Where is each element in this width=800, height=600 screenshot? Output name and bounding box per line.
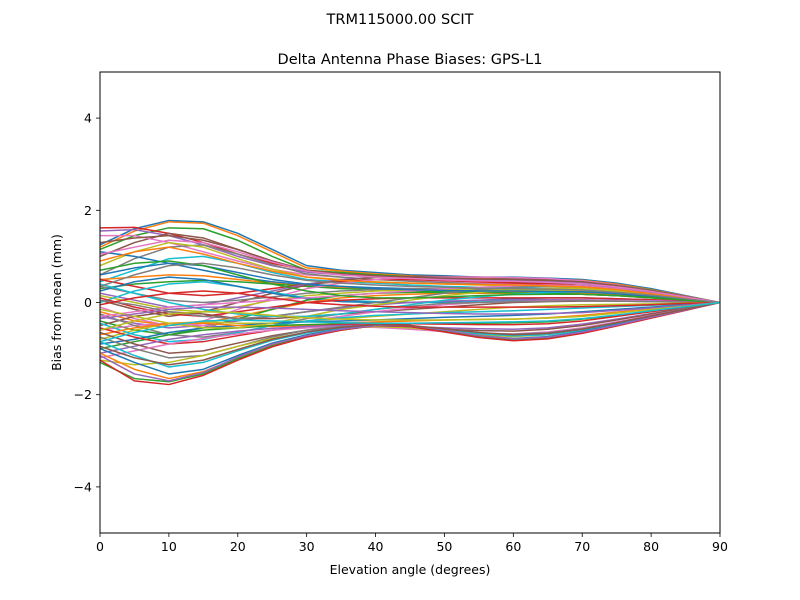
x-tick-label: 0 xyxy=(96,539,104,554)
series-line-52 xyxy=(100,246,720,304)
series-line-28 xyxy=(100,299,720,338)
x-axis: 0 10 20 30 40 50 60 70 80 90 xyxy=(96,533,728,554)
series-line-1 xyxy=(100,219,720,304)
series-line-30 xyxy=(100,301,720,343)
series-line-53 xyxy=(100,260,720,304)
series-layer xyxy=(100,219,720,386)
series-line-37 xyxy=(100,301,720,359)
series-line-32 xyxy=(100,301,720,336)
y-axis: −4 −2 0 2 4 xyxy=(74,111,100,494)
x-tick-label: 60 xyxy=(505,539,521,554)
series-line-57 xyxy=(100,239,720,304)
series-line-58 xyxy=(100,262,720,304)
x-tick-label: 20 xyxy=(230,539,246,554)
series-line-59 xyxy=(100,301,720,331)
x-tick-label: 10 xyxy=(161,539,177,554)
x-tick-label: 40 xyxy=(368,539,384,554)
series-line-44 xyxy=(100,301,720,386)
y-tick-label: 0 xyxy=(84,295,92,310)
series-line-55 xyxy=(100,301,720,320)
series-line-49 xyxy=(100,287,720,329)
figure-suptitle: TRM115000.00 SCIT xyxy=(326,12,474,28)
x-axis-label: Elevation angle (degrees) xyxy=(330,562,491,577)
x-tick-label: 50 xyxy=(436,539,452,554)
x-tick-label: 80 xyxy=(643,539,659,554)
series-line-47 xyxy=(100,284,720,318)
series-line-46 xyxy=(100,301,720,366)
series-line-54 xyxy=(100,290,720,308)
y-tick-label: −4 xyxy=(74,479,92,494)
x-tick-label: 30 xyxy=(299,539,315,554)
y-tick-label: 4 xyxy=(84,111,92,126)
y-tick-label: −2 xyxy=(74,387,92,402)
series-line-60 xyxy=(100,301,720,343)
y-tick-label: 2 xyxy=(84,203,92,218)
series-line-56 xyxy=(100,234,720,304)
x-tick-label: 70 xyxy=(574,539,590,554)
y-axis-label: Bias from mean (mm) xyxy=(49,234,64,371)
x-tick-label: 90 xyxy=(712,539,728,554)
chart-title: Delta Antenna Phase Biases: GPS-L1 xyxy=(278,52,543,68)
